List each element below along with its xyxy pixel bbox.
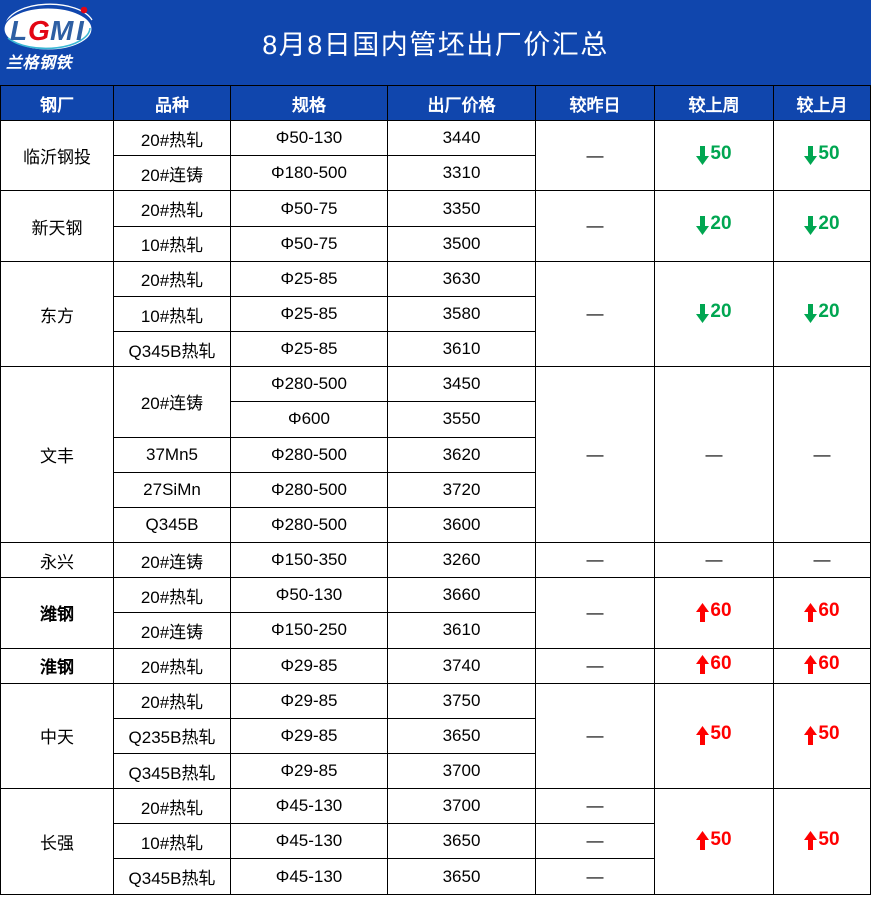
svg-text:I: I xyxy=(76,15,85,46)
svg-text:M: M xyxy=(50,15,74,46)
svg-text:兰格钢铁: 兰格钢铁 xyxy=(6,54,74,72)
svg-text:G: G xyxy=(28,15,50,46)
svg-text:L: L xyxy=(10,15,27,46)
